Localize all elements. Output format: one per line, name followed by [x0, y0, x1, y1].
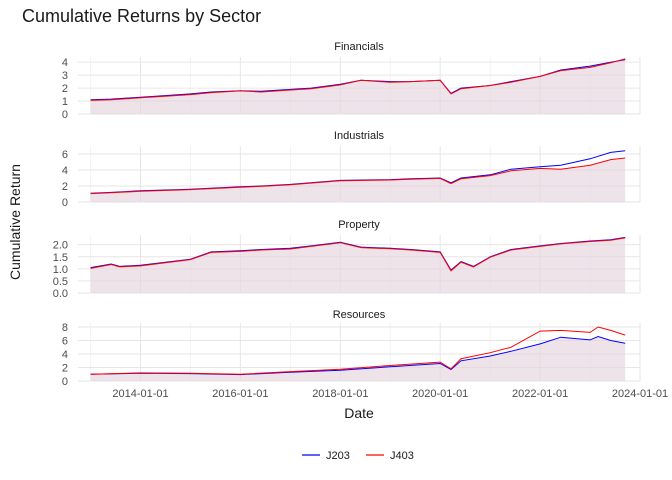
- panel-title: Financials: [334, 41, 384, 53]
- area-fill: [90, 237, 626, 293]
- y-tick-label: 0: [62, 376, 68, 388]
- y-tick-label: 4: [62, 165, 68, 177]
- series-line-j403: [90, 326, 626, 375]
- legend-label: J203: [326, 450, 350, 462]
- x-axis-title: Date: [344, 405, 374, 421]
- panel-title: Resources: [333, 309, 386, 321]
- panel-title: Industrials: [334, 130, 385, 142]
- panel-title: Property: [338, 219, 380, 231]
- panel-industrials: 0 2 4 6 Industrials: [62, 130, 641, 209]
- series-line-j403: [90, 58, 626, 101]
- y-tick-label: 1: [62, 96, 68, 108]
- x-tick-label: 2020-01-01: [412, 388, 468, 400]
- x-tick-label: 2016-01-01: [212, 388, 268, 400]
- y-tick-label: 2: [62, 83, 68, 95]
- area-fill: [90, 59, 626, 114]
- legend: J203 J403: [302, 450, 414, 462]
- area-fill: [90, 336, 626, 381]
- x-tick-label: 2014-01-01: [112, 388, 168, 400]
- y-tick-label: 4: [62, 349, 68, 361]
- y-tick-label: 0: [62, 197, 68, 209]
- y-tick-label: 1.5: [53, 252, 68, 264]
- x-tick-label: 2022-01-01: [512, 388, 568, 400]
- series-line-j403: [90, 237, 626, 272]
- y-tick-label: 8: [62, 322, 68, 334]
- y-tick-label: 1.0: [53, 264, 68, 276]
- y-tick-label: 6: [62, 336, 68, 348]
- series-line-j403: [90, 157, 626, 195]
- y-tick-label: 2.0: [53, 240, 68, 252]
- y-tick-label: 3: [62, 70, 68, 82]
- y-tick-label: 0.0: [53, 288, 68, 300]
- y-tick-label: 2: [62, 363, 68, 375]
- chart-title: Cumulative Returns by Sector: [22, 6, 262, 26]
- area-fill: [90, 158, 626, 202]
- x-tick-label: 2024-01-01: [612, 388, 668, 400]
- y-tick-label: 6: [62, 149, 68, 161]
- y-tick-label: 0.5: [53, 276, 68, 288]
- y-axis-title: Cumulative Return: [7, 164, 23, 280]
- y-tick-label: 0: [62, 109, 68, 121]
- y-tick-label: 2: [62, 181, 68, 193]
- panel-property: 0.00.51.01.52.0 Property: [53, 219, 641, 300]
- legend-label: J403: [390, 450, 414, 462]
- panel-resources: 02 46 8 Resources: [62, 309, 641, 388]
- y-tick-label: 4: [62, 57, 68, 69]
- x-tick-label: 2018-01-01: [312, 388, 368, 400]
